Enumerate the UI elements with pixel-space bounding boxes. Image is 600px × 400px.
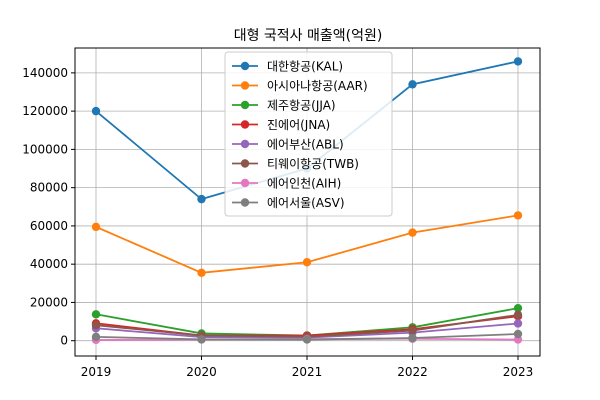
data-point <box>408 326 417 335</box>
x-tick-label: 2020 <box>186 365 217 379</box>
data-point <box>197 194 206 204</box>
x-tick-label: 2022 <box>397 365 428 379</box>
data-point <box>302 258 312 267</box>
legend-label: 에어부산(ABL) <box>267 138 344 152</box>
chart-title: 대형 국적사 매출액(억원) <box>234 28 383 44</box>
y-tick-label: 80000 <box>30 181 68 195</box>
y-tick-label: 120000 <box>22 104 68 118</box>
y-tick-label: 100000 <box>22 142 68 156</box>
data-point <box>513 310 523 320</box>
y-tick-label: 20000 <box>30 295 68 309</box>
legend-swatch-marker <box>240 120 250 129</box>
legend-swatch-marker <box>240 159 250 168</box>
x-axis: 2019 2020 2021 2022 2023 <box>81 356 534 379</box>
data-point <box>513 319 523 328</box>
data-point <box>197 268 206 277</box>
data-point <box>513 303 523 313</box>
data-point <box>513 57 523 66</box>
legend-swatch-marker <box>240 198 250 207</box>
data-point <box>302 335 312 344</box>
legend-label: 에어인천(AIH) <box>267 176 341 191</box>
legend-swatch-marker <box>240 178 250 188</box>
legend-box <box>224 51 393 217</box>
data-point <box>513 211 523 220</box>
y-tick-label: 60000 <box>30 219 68 233</box>
legend-swatch-marker <box>240 139 250 149</box>
y-tick-label: 40000 <box>30 257 68 271</box>
y-tick-label: 0 <box>60 334 68 348</box>
legend-label: 제주항공(JJA) <box>267 99 336 113</box>
x-tick-label: 2019 <box>81 365 112 379</box>
data-point <box>513 329 523 339</box>
legend-swatch-marker <box>240 100 250 110</box>
data-point <box>91 310 101 319</box>
legend-label: 티웨이항공(TWB) <box>267 157 359 171</box>
data-point <box>408 333 417 343</box>
data-point <box>91 106 101 116</box>
legend-label: 대한항공(KAL) <box>267 60 343 74</box>
legend-swatch-marker <box>240 61 250 71</box>
data-point <box>91 332 101 342</box>
legend: 대한항공(KAL) 아시아나항공(AAR) 제주항공(JJA) 진에어(JNA) 에어부… <box>224 51 393 217</box>
data-point <box>91 222 101 232</box>
data-point <box>197 335 206 344</box>
x-tick-label: 2021 <box>292 365 323 379</box>
data-point <box>408 80 417 89</box>
legend-swatch-marker <box>240 81 250 90</box>
y-axis: 0 20000 40000 60000 80000 100000 120000 140000 <box>22 66 75 348</box>
y-tick-label: 140000 <box>22 66 68 80</box>
legend-label: 아시아나항공(AAR) <box>267 79 368 93</box>
data-point <box>408 228 417 237</box>
legend-label: 진에어(JNA) <box>267 118 330 132</box>
x-tick-label: 2023 <box>503 365 534 379</box>
data-point <box>91 321 101 330</box>
legend-label: 에어서울(ASV) <box>267 196 345 210</box>
